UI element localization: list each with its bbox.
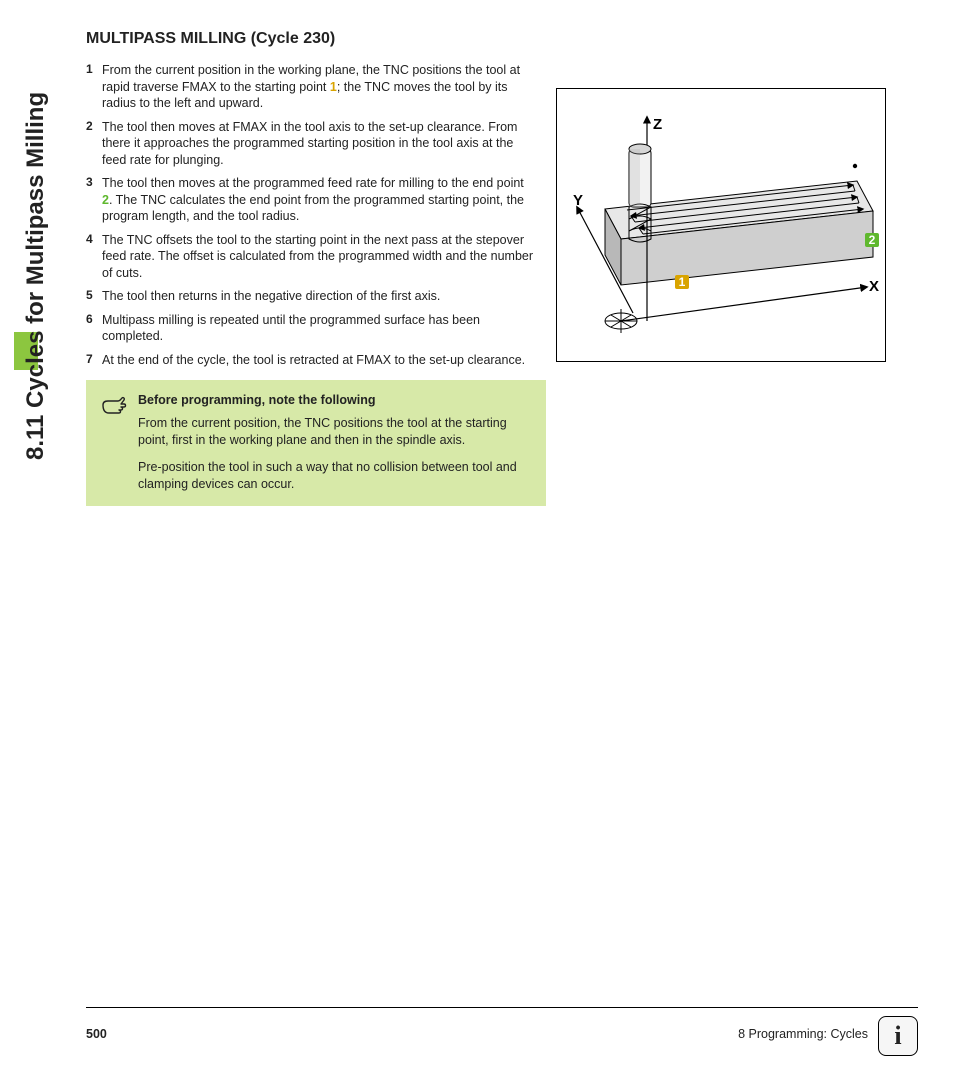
svg-text:2: 2 [869,233,876,247]
step-item: 7 At the end of the cycle, the tool is r… [86,352,536,369]
main-content: MULTIPASS MILLING (Cycle 230) 1 From the… [86,30,536,506]
step-text: Multipass milling is repeated until the … [102,312,536,345]
step-text: The tool then returns in the negative di… [102,288,536,305]
step-number: 3 [86,175,102,225]
point-marker-1: 1 [330,80,337,94]
pointing-hand-icon [100,392,128,492]
note-heading: Before programming, note the following [138,392,532,409]
step-text: The tool then moves at the programmed fe… [102,175,536,225]
figure-badge-1: 1 [675,275,689,289]
step-text: The TNC offsets the tool to the starting… [102,232,536,282]
step-text: At the end of the cycle, the tool is ret… [102,352,536,369]
step-item: 3 The tool then moves at the programmed … [86,175,536,225]
step-number: 1 [86,62,102,112]
note-box: Before programming, note the following F… [86,380,546,506]
page-number: 500 [86,1027,107,1041]
info-icon: i [878,1016,918,1056]
note-paragraph: From the current position, the TNC posit… [138,415,532,449]
note-body: Before programming, note the following F… [138,392,532,492]
note-paragraph: Pre-position the tool in such a way that… [138,459,532,493]
step-item: 4 The TNC offsets the tool to the starti… [86,232,536,282]
step-number: 5 [86,288,102,305]
step-number: 4 [86,232,102,282]
side-heading: 8.11 Cycles for Multipass Milling [22,0,50,460]
point-marker-2: 2 [102,193,109,207]
step-item: 1 From the current position in the worki… [86,62,536,112]
svg-text:1: 1 [679,275,686,289]
page-title: MULTIPASS MILLING (Cycle 230) [86,30,536,48]
step-number: 6 [86,312,102,345]
step-item: 5 The tool then returns in the negative … [86,288,536,305]
figure-badge-2: 2 [865,233,879,247]
axis-z-label: Z [653,116,662,133]
step-list: 1 From the current position in the worki… [86,62,536,368]
step-text: From the current position in the working… [102,62,536,112]
step-text: The tool then moves at FMAX in the tool … [102,119,536,169]
step-item: 2 The tool then moves at FMAX in the too… [86,119,536,169]
footer-chapter: 8 Programming: Cycles [738,1027,868,1041]
page-footer: 500 8 Programming: Cycles i [86,1007,918,1047]
step-item: 6 Multipass milling is repeated until th… [86,312,536,345]
axis-x-label: X [869,278,879,295]
axis-y-label: Y [573,192,583,209]
footer-rule [86,1007,918,1008]
figure-diagram: Z Y X 1 2 [556,88,886,362]
step-number: 7 [86,352,102,369]
step-number: 2 [86,119,102,169]
